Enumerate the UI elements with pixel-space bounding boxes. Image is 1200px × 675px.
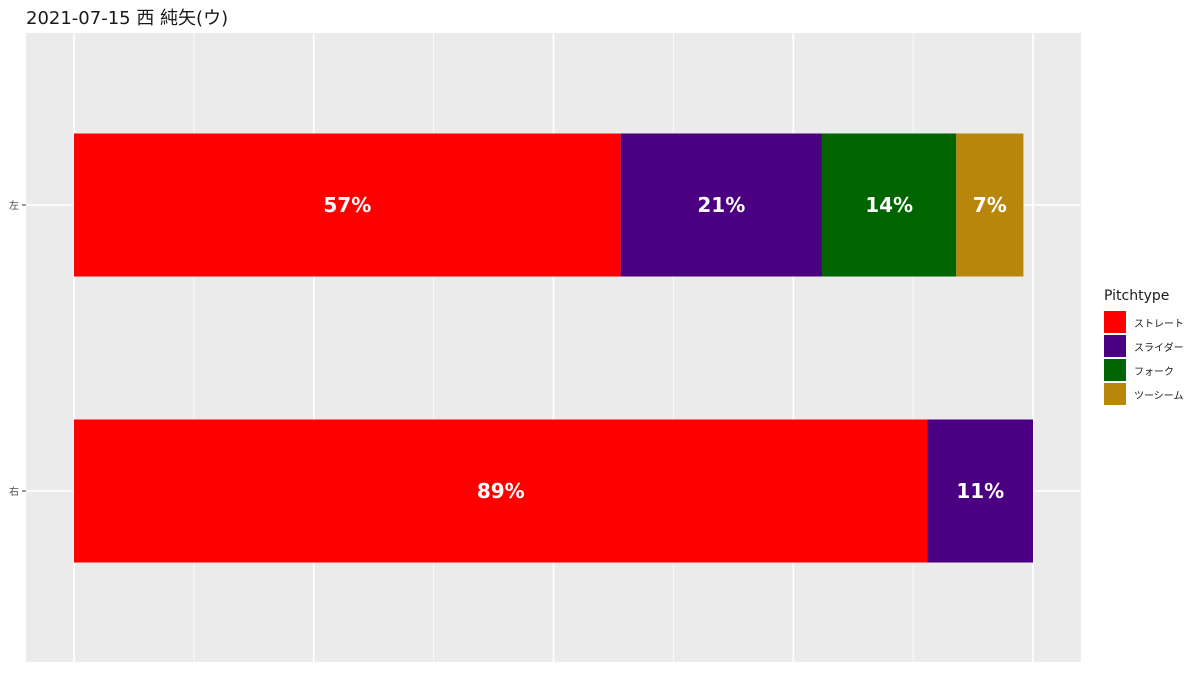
- bar-segment: [620, 133, 823, 277]
- chart-title: 2021-07-15 西 純矢(ウ): [26, 8, 229, 29]
- bar-label: 14%: [865, 193, 913, 217]
- bar-label: 7%: [973, 193, 1007, 217]
- legend-swatch: [1104, 335, 1126, 357]
- bar-segment: [956, 133, 1024, 277]
- legend-item: スライダー: [1104, 334, 1184, 358]
- legend-swatch: [1104, 311, 1126, 333]
- legend-label: ストレート: [1134, 318, 1184, 330]
- bar-segment: [74, 419, 928, 563]
- bar-segment: [822, 133, 957, 277]
- bar-label: 89%: [477, 479, 525, 503]
- legend-item: ツーシーム: [1104, 382, 1184, 406]
- legend: Pitchtype ストレートスライダーフォークツーシーム: [1104, 288, 1184, 406]
- y-axis-ticks: 左右: [9, 199, 26, 498]
- legend-swatch: [1104, 359, 1126, 381]
- bar-label: 11%: [956, 479, 1004, 503]
- bar-segment: [927, 419, 1033, 563]
- legend-label: フォーク: [1134, 366, 1174, 378]
- legend-items: ストレートスライダーフォークツーシーム: [1104, 310, 1184, 406]
- legend-title: Pitchtype: [1104, 288, 1170, 304]
- bar-labels: 57% 21% 14% 7% 89% 11%: [323, 193, 1006, 503]
- legend-swatch: [1104, 383, 1126, 405]
- legend-item: ストレート: [1104, 310, 1184, 334]
- legend-label: ツーシーム: [1134, 390, 1184, 402]
- y-tick-label: 右: [9, 485, 19, 498]
- bar-label: 57%: [323, 193, 371, 217]
- bar-label: 21%: [697, 193, 745, 217]
- bars: [74, 133, 1033, 563]
- bar-segment: [74, 133, 621, 277]
- y-tick-label: 左: [9, 199, 19, 212]
- legend-item: フォーク: [1104, 358, 1184, 382]
- legend-label: スライダー: [1134, 342, 1184, 354]
